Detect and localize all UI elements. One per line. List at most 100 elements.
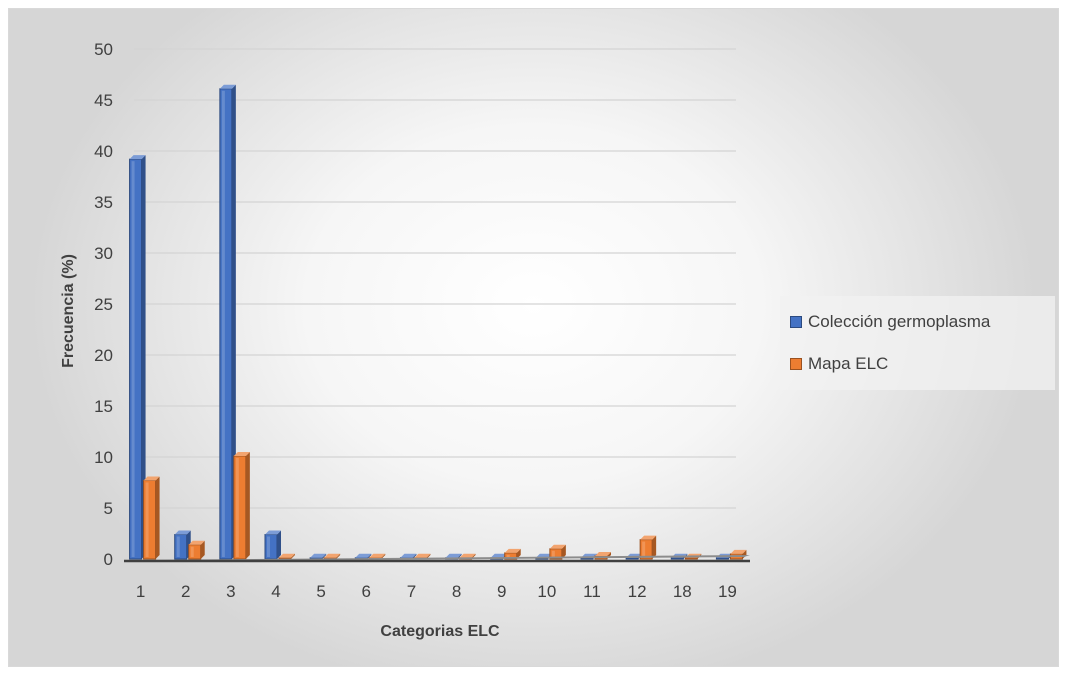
y-tick-label: 15 <box>94 397 113 416</box>
bar <box>219 84 236 560</box>
bar-top <box>219 84 236 89</box>
y-tick-label: 50 <box>94 40 113 59</box>
bar-side <box>245 451 250 559</box>
x-tick-label: 5 <box>316 582 325 601</box>
x-tick-label: 2 <box>181 582 190 601</box>
bar-side <box>277 530 281 559</box>
bar-side <box>561 544 566 559</box>
bar-top <box>143 476 160 481</box>
x-axis-title: Categorias ELC <box>380 623 500 640</box>
y-tick-label: 20 <box>94 346 113 365</box>
bar-highlight <box>642 541 646 557</box>
bar <box>264 530 281 560</box>
legend-item-series-2: Mapa ELC <box>790 352 888 376</box>
x-axis-ticks: 1 2 3 4 5 6 7 8 9 10 11 12 18 19 <box>136 582 737 601</box>
x-tick-label: 4 <box>271 582 280 601</box>
y-tick-label: 40 <box>94 142 113 161</box>
x-tick-label: 10 <box>537 582 556 601</box>
bar-highlight <box>145 482 149 557</box>
y-tick-label: 45 <box>94 91 113 110</box>
bar-side <box>155 476 160 559</box>
y-tick-label: 5 <box>104 499 113 518</box>
legend: Colección germoplasma Mapa ELC <box>780 296 1055 390</box>
bar-front <box>625 557 639 560</box>
bar <box>549 544 566 560</box>
bar-highlight <box>267 536 270 557</box>
bar-highlight <box>221 90 225 557</box>
x-tick-label: 8 <box>452 582 461 601</box>
bar-top <box>414 553 431 558</box>
y-axis-title: Frecuencia (%) <box>60 254 77 368</box>
bar <box>143 476 160 560</box>
y-axis-ticks: 0 5 10 15 20 25 30 35 40 45 50 <box>94 40 113 569</box>
bar <box>278 553 295 560</box>
bar-top <box>459 553 476 558</box>
bar-top <box>324 553 341 558</box>
legend-label-series-2: Mapa ELC <box>808 354 889 373</box>
bar-front <box>670 557 684 560</box>
bar-top <box>490 553 507 558</box>
bar-top <box>279 553 295 558</box>
bar-highlight <box>506 554 510 557</box>
x-tick-label: 12 <box>628 582 647 601</box>
bar-top <box>730 549 747 554</box>
y-tick-label: 30 <box>94 244 113 263</box>
bar <box>129 155 146 560</box>
x-tick-label: 11 <box>583 582 601 601</box>
bar-top <box>174 530 191 535</box>
bar-front <box>129 158 143 560</box>
bar-side <box>231 84 236 559</box>
bar-top <box>549 544 566 549</box>
bar-top <box>188 540 205 545</box>
bar-side <box>291 553 295 559</box>
bar-top <box>504 548 521 553</box>
bar-side <box>141 155 146 559</box>
bar-top <box>355 553 372 558</box>
bar <box>639 535 657 560</box>
bars <box>129 84 747 560</box>
bar-highlight <box>551 550 555 557</box>
x-tick-label: 7 <box>407 582 416 601</box>
y-tick-label: 0 <box>104 550 113 569</box>
x-tick-label: 19 <box>718 582 737 601</box>
bar-front <box>219 88 233 560</box>
bar <box>188 540 205 560</box>
bar <box>323 553 341 560</box>
legend-label-series-1: Colección germoplasma <box>808 312 991 331</box>
bar-highlight <box>235 457 239 557</box>
x-tick-label: 3 <box>226 582 235 601</box>
legend-swatch-series-1 <box>790 316 802 328</box>
bar <box>233 451 250 560</box>
bar-side <box>200 540 205 559</box>
legend-swatch-series-2 <box>790 358 802 370</box>
bar-front <box>143 479 157 560</box>
bar-highlight <box>190 546 194 557</box>
x-tick-label: 6 <box>362 582 371 601</box>
x-tick-label: 9 <box>497 582 506 601</box>
bar-front <box>188 544 202 560</box>
y-tick-label: 25 <box>94 295 113 314</box>
legend-item-series-1: Colección germoplasma <box>790 310 990 334</box>
bar-top <box>369 553 386 558</box>
bar-side <box>652 535 657 559</box>
x-axis <box>124 555 750 563</box>
bar-highlight <box>131 161 135 557</box>
bar-top <box>595 551 611 556</box>
y-tick-label: 35 <box>94 193 113 212</box>
bar-top <box>233 451 250 456</box>
bar-side <box>322 553 327 559</box>
bar-front <box>715 557 729 560</box>
bar-top <box>265 530 281 535</box>
bar <box>729 549 747 560</box>
bar-front <box>233 455 247 560</box>
bar-side <box>367 553 372 559</box>
bar-side <box>336 553 341 559</box>
bar-top <box>310 553 327 558</box>
bar-side <box>516 548 521 559</box>
bar <box>504 548 521 560</box>
x-tick-label: 1 <box>136 582 145 601</box>
bar-front <box>264 534 278 560</box>
bar-highlight <box>176 536 180 557</box>
x-tick-label: 18 <box>673 582 692 601</box>
